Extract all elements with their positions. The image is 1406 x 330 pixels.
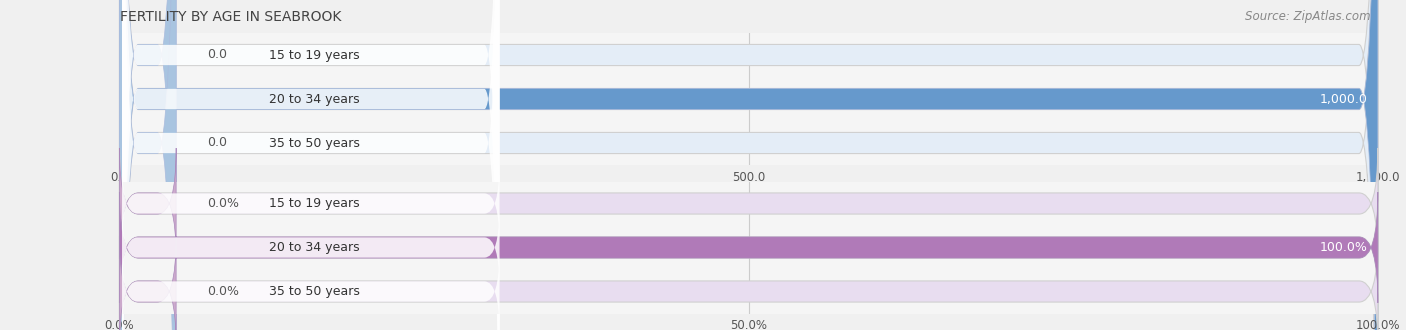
- Text: 15 to 19 years: 15 to 19 years: [269, 49, 360, 61]
- FancyBboxPatch shape: [120, 192, 1378, 303]
- FancyBboxPatch shape: [120, 192, 1378, 303]
- Text: 0.0%: 0.0%: [208, 197, 239, 210]
- Text: 100.0%: 100.0%: [1320, 241, 1368, 254]
- FancyBboxPatch shape: [122, 205, 499, 290]
- FancyBboxPatch shape: [120, 0, 1378, 330]
- FancyBboxPatch shape: [120, 0, 1378, 330]
- Text: 35 to 50 years: 35 to 50 years: [269, 285, 360, 298]
- FancyBboxPatch shape: [120, 236, 176, 330]
- Text: 20 to 34 years: 20 to 34 years: [269, 241, 360, 254]
- Text: 35 to 50 years: 35 to 50 years: [269, 137, 360, 149]
- Text: 20 to 34 years: 20 to 34 years: [269, 92, 360, 106]
- Text: 1,000.0: 1,000.0: [1320, 92, 1368, 106]
- FancyBboxPatch shape: [120, 0, 176, 330]
- FancyBboxPatch shape: [122, 249, 499, 330]
- Text: 15 to 19 years: 15 to 19 years: [269, 197, 360, 210]
- FancyBboxPatch shape: [120, 236, 1378, 330]
- Text: FERTILITY BY AGE IN SEABROOK: FERTILITY BY AGE IN SEABROOK: [120, 10, 340, 24]
- Text: Source: ZipAtlas.com: Source: ZipAtlas.com: [1246, 10, 1371, 23]
- FancyBboxPatch shape: [122, 0, 499, 330]
- FancyBboxPatch shape: [122, 0, 499, 330]
- Text: 0.0: 0.0: [208, 49, 228, 61]
- FancyBboxPatch shape: [120, 0, 1378, 330]
- FancyBboxPatch shape: [120, 148, 1378, 259]
- FancyBboxPatch shape: [122, 161, 499, 246]
- FancyBboxPatch shape: [122, 0, 499, 330]
- FancyBboxPatch shape: [120, 148, 176, 259]
- Text: 0.0%: 0.0%: [208, 285, 239, 298]
- FancyBboxPatch shape: [120, 0, 176, 330]
- FancyBboxPatch shape: [120, 0, 1378, 330]
- Text: 0.0: 0.0: [208, 137, 228, 149]
